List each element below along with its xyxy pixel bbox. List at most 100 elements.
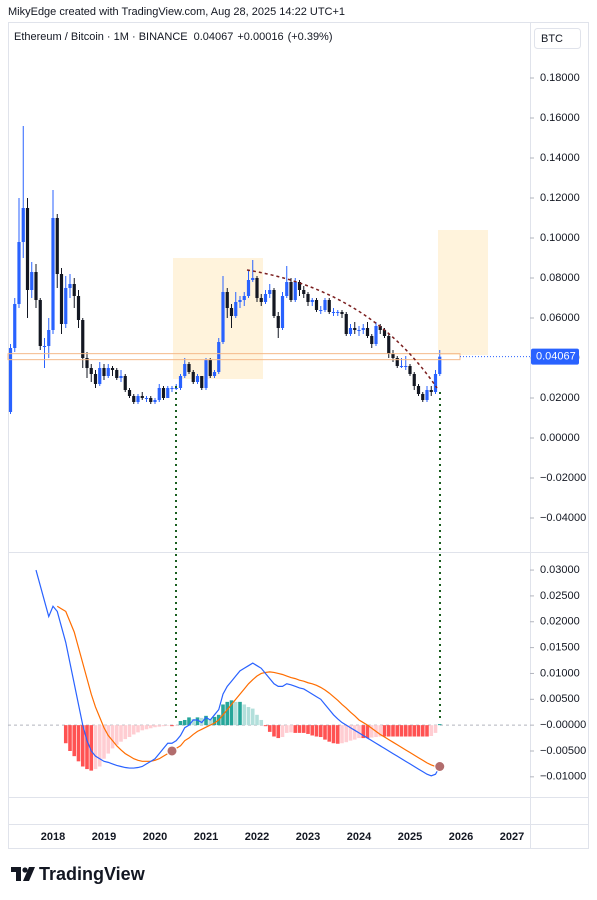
symbol-info: Ethereum / Bitcoin · 1M · BINANCE 0.04067…	[14, 31, 333, 43]
logo-icon	[11, 867, 21, 881]
candle-body	[391, 354, 395, 358]
histogram-bar	[140, 725, 145, 731]
candle-body	[336, 312, 340, 313]
y-tick-label: 0.01000	[540, 667, 580, 679]
candle-body	[416, 386, 421, 394]
candle-body	[76, 296, 81, 320]
candle-body	[276, 316, 280, 328]
histogram-bar	[97, 725, 102, 767]
histogram-bar	[148, 725, 153, 729]
candle-body	[225, 292, 229, 308]
candle-body	[59, 274, 64, 324]
x-tick-label: 2021	[194, 831, 218, 843]
candle-body	[38, 300, 42, 346]
histogram-bar	[123, 725, 128, 740]
y-tick-label: 0.03000	[540, 564, 580, 576]
y-tick-label: 0.16000	[540, 112, 580, 124]
candle-body	[123, 376, 127, 390]
histogram-bar	[323, 725, 327, 740]
x-tick-label: 2020	[143, 831, 167, 843]
candle-body	[408, 366, 412, 374]
cross-marker	[434, 761, 446, 772]
histogram-bar	[187, 717, 191, 726]
y-tick-label: 0.14000	[540, 152, 580, 164]
candle-body	[93, 374, 98, 384]
trend-curve	[246, 269, 438, 389]
candle-body	[55, 218, 59, 274]
candle-body	[178, 376, 183, 388]
histogram-bar	[340, 725, 344, 744]
candle-body	[314, 300, 319, 310]
histogram-bar	[331, 725, 336, 744]
histogram-bar	[399, 725, 404, 737]
histogram-bar	[297, 725, 302, 733]
histogram-bar	[182, 719, 187, 726]
histogram-bar	[161, 725, 166, 727]
candle-body	[357, 330, 361, 331]
candle-body	[374, 326, 378, 344]
candle-body	[132, 396, 136, 402]
candle-body	[293, 282, 297, 300]
candle-body	[170, 388, 174, 389]
histogram-bar	[314, 725, 319, 737]
last-price-label: 0.04067	[536, 351, 576, 363]
candle-body	[30, 272, 34, 290]
histogram-bar	[229, 700, 234, 726]
histogram-bar	[429, 725, 434, 736]
watermark: MikyEdge created with TradingView.com, A…	[8, 6, 345, 18]
candle-body	[140, 396, 144, 398]
frame	[8, 22, 589, 849]
candle-body	[204, 360, 208, 388]
candle-body	[263, 294, 268, 302]
logo-icon	[23, 867, 35, 881]
candle-body	[17, 242, 21, 304]
histogram-bar	[391, 725, 395, 737]
histogram-bar	[284, 725, 289, 733]
histogram-bar	[106, 725, 111, 754]
x-tick-label: 2026	[449, 831, 473, 843]
candle-body	[297, 282, 302, 290]
histogram-bar	[327, 725, 332, 742]
histogram-bar	[378, 725, 383, 737]
x-tick-label: 2018	[41, 831, 65, 843]
histogram-bar	[76, 725, 81, 762]
candle-body	[127, 390, 132, 396]
histogram-bar	[110, 725, 115, 749]
histogram-bar	[267, 725, 272, 732]
histogram-bar	[386, 725, 391, 737]
candle-body	[200, 376, 204, 388]
candle-body	[370, 336, 374, 344]
candle-body	[344, 314, 348, 334]
histogram-bar	[72, 725, 77, 757]
histogram-bar	[301, 725, 306, 733]
histogram-bar	[199, 717, 204, 726]
candle-body	[81, 320, 85, 358]
x-tick-label: 2022	[245, 831, 269, 843]
candle-body	[302, 290, 306, 294]
candle-body	[268, 290, 272, 294]
candle-body	[110, 368, 115, 370]
histogram-bar	[425, 725, 429, 737]
histogram-bar	[195, 717, 200, 726]
histogram-bar	[93, 725, 98, 770]
candle-body	[285, 282, 289, 296]
x-tick-label: 2019	[92, 831, 116, 843]
candle-body	[153, 400, 157, 402]
x-tick-label: 2023	[296, 831, 320, 843]
candle-body	[280, 296, 285, 328]
candle-body	[85, 358, 89, 368]
histogram-bar	[178, 721, 183, 726]
candle-body	[21, 208, 25, 242]
candle-body	[51, 218, 55, 330]
candle-body	[8, 348, 13, 412]
candle-body	[259, 298, 263, 302]
histogram-bar	[433, 725, 438, 733]
brand: TradingView	[39, 864, 146, 884]
candle-body	[183, 364, 187, 376]
last-price: 0.04067	[194, 31, 234, 43]
currency-box[interactable]	[534, 28, 581, 49]
candle-body	[404, 366, 408, 367]
candle-body	[251, 278, 255, 280]
histogram-bar	[242, 704, 247, 726]
